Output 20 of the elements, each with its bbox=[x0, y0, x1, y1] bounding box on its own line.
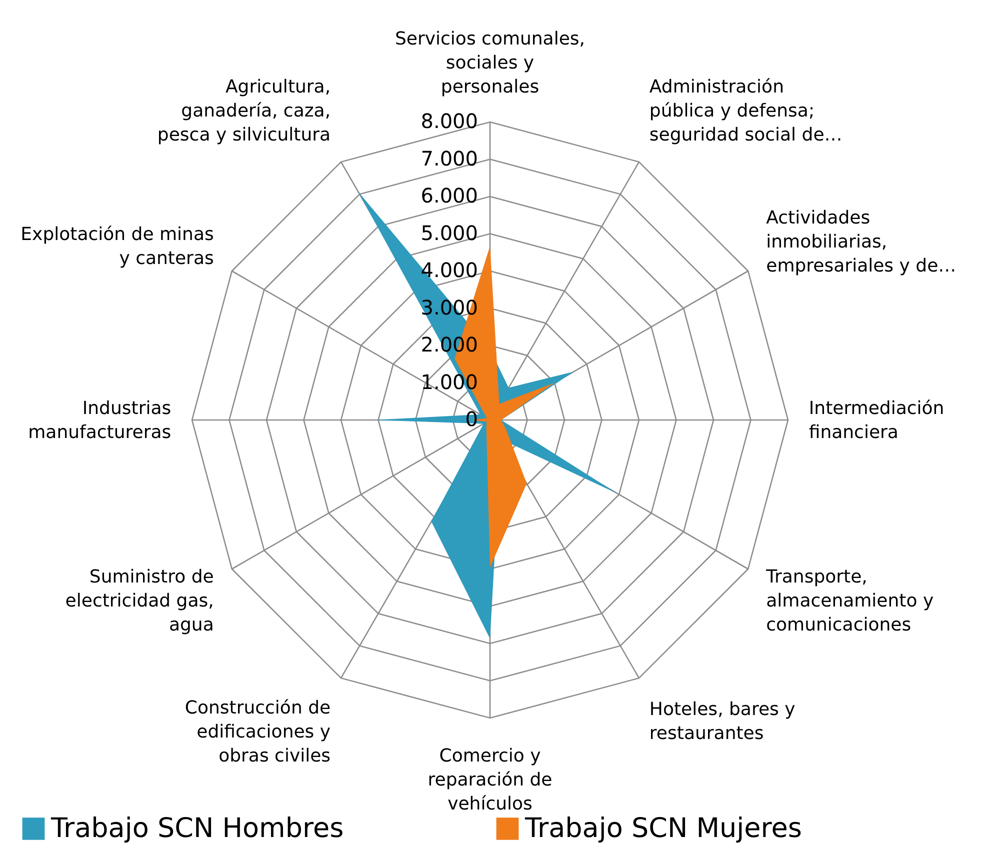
y-tick-label: 2.000 bbox=[420, 332, 478, 356]
spoke-label: Explotación de minas y canteras bbox=[20, 224, 214, 270]
legend-label: Trabajo SCN Hombres bbox=[50, 812, 344, 844]
spoke-label: Construcción de edificaciones y obras civiles bbox=[184, 698, 331, 767]
legend-label: Trabajo SCN Mujeres bbox=[524, 812, 802, 844]
spoke-label: Comercio y reparación de vehículos bbox=[428, 746, 552, 815]
spoke-label: Actividades inmobiliarias, empresariales y de… bbox=[766, 208, 956, 277]
spoke-label: Transporte, almacenamiento y comunicaciones bbox=[765, 566, 934, 636]
spoke-label: Hoteles, bares y restaurantes bbox=[649, 699, 796, 744]
spoke-label: Intermediación financiera bbox=[808, 398, 944, 443]
y-tick-label: 7.000 bbox=[420, 146, 478, 170]
y-tick-label: 5.000 bbox=[420, 220, 478, 245]
y-tick-label: 4.000 bbox=[420, 258, 478, 282]
y-tick-label: 8.000 bbox=[420, 109, 478, 133]
y-tick-label: 6.000 bbox=[420, 184, 478, 208]
spoke-label: Suministro de electricidad gas, agua bbox=[65, 566, 214, 636]
spoke-label: Industrias manufactureras bbox=[28, 398, 172, 443]
spoke-label: Agricultura, ganadería, caza, pesca y silvicultura bbox=[157, 76, 331, 146]
spoke-label: Administración pública y defensa; seguridad social de… bbox=[649, 76, 842, 146]
spoke-label: Servicios comunales, sociales y personales bbox=[394, 28, 586, 98]
